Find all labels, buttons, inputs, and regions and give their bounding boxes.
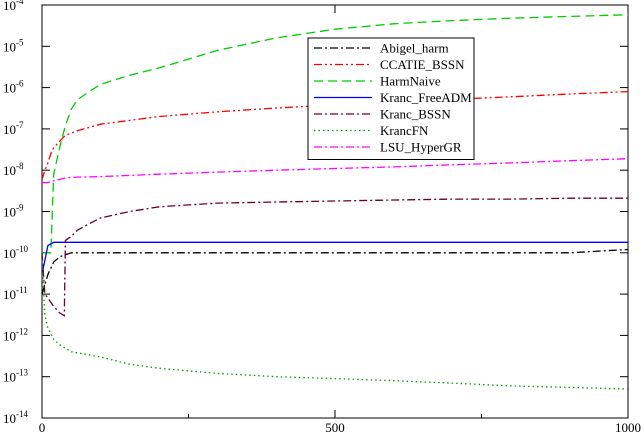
y-tick-label: 10-7 [3,120,24,137]
x-tick-label: 500 [325,420,345,435]
y-tick-label: 10-6 [3,79,24,96]
legend-label-kranc-bssn: Kranc_BSSN [380,107,451,122]
series-line-lsu-hypergr [42,158,628,184]
y-tick-label: 10-10 [3,244,28,261]
series-line-harmnaive [42,14,628,254]
y-tick-label: 10-5 [3,37,24,54]
series-line-ccatie-bssn [42,90,628,180]
legend-label-abigel-harm: Abigel_harm [380,41,449,56]
ticks-layer: 0 500 1000 10-14 10-13 10-12 10-11 10-10 10-9 10-… [3,0,641,435]
legend-label-lsu-hypergr: LSU_HyperGR [380,140,462,155]
x-tick-label: 0 [39,420,46,435]
legend-label-ccatie-bssn: CCATIE_BSSN [380,57,465,72]
legend-label-kranc-freeadm: Kranc_FreeADM [380,90,472,105]
x-tick-label: 1000 [615,420,641,435]
y-tick-label: 10-12 [3,326,28,343]
legend-box [307,37,475,160]
y-tick-label: 10-11 [3,285,28,302]
y-tick-label: 10-8 [3,161,24,178]
series-line-krancfn [42,259,628,390]
series-layer [42,14,628,390]
y-tick-label: 10-13 [3,368,28,385]
series-line-abigel-harm [42,248,628,295]
y-tick-label: 10-14 [3,409,28,426]
y-tick-label: 10-9 [3,203,24,220]
legend-label-krancfn: KrancFN [380,123,429,138]
series-line-kranc-bssn [42,197,628,317]
y-tick-label: 10-4 [3,0,24,13]
series-line-kranc-freeadm [42,241,628,275]
legend-label-harmnaive: HarmNaive [380,74,441,89]
